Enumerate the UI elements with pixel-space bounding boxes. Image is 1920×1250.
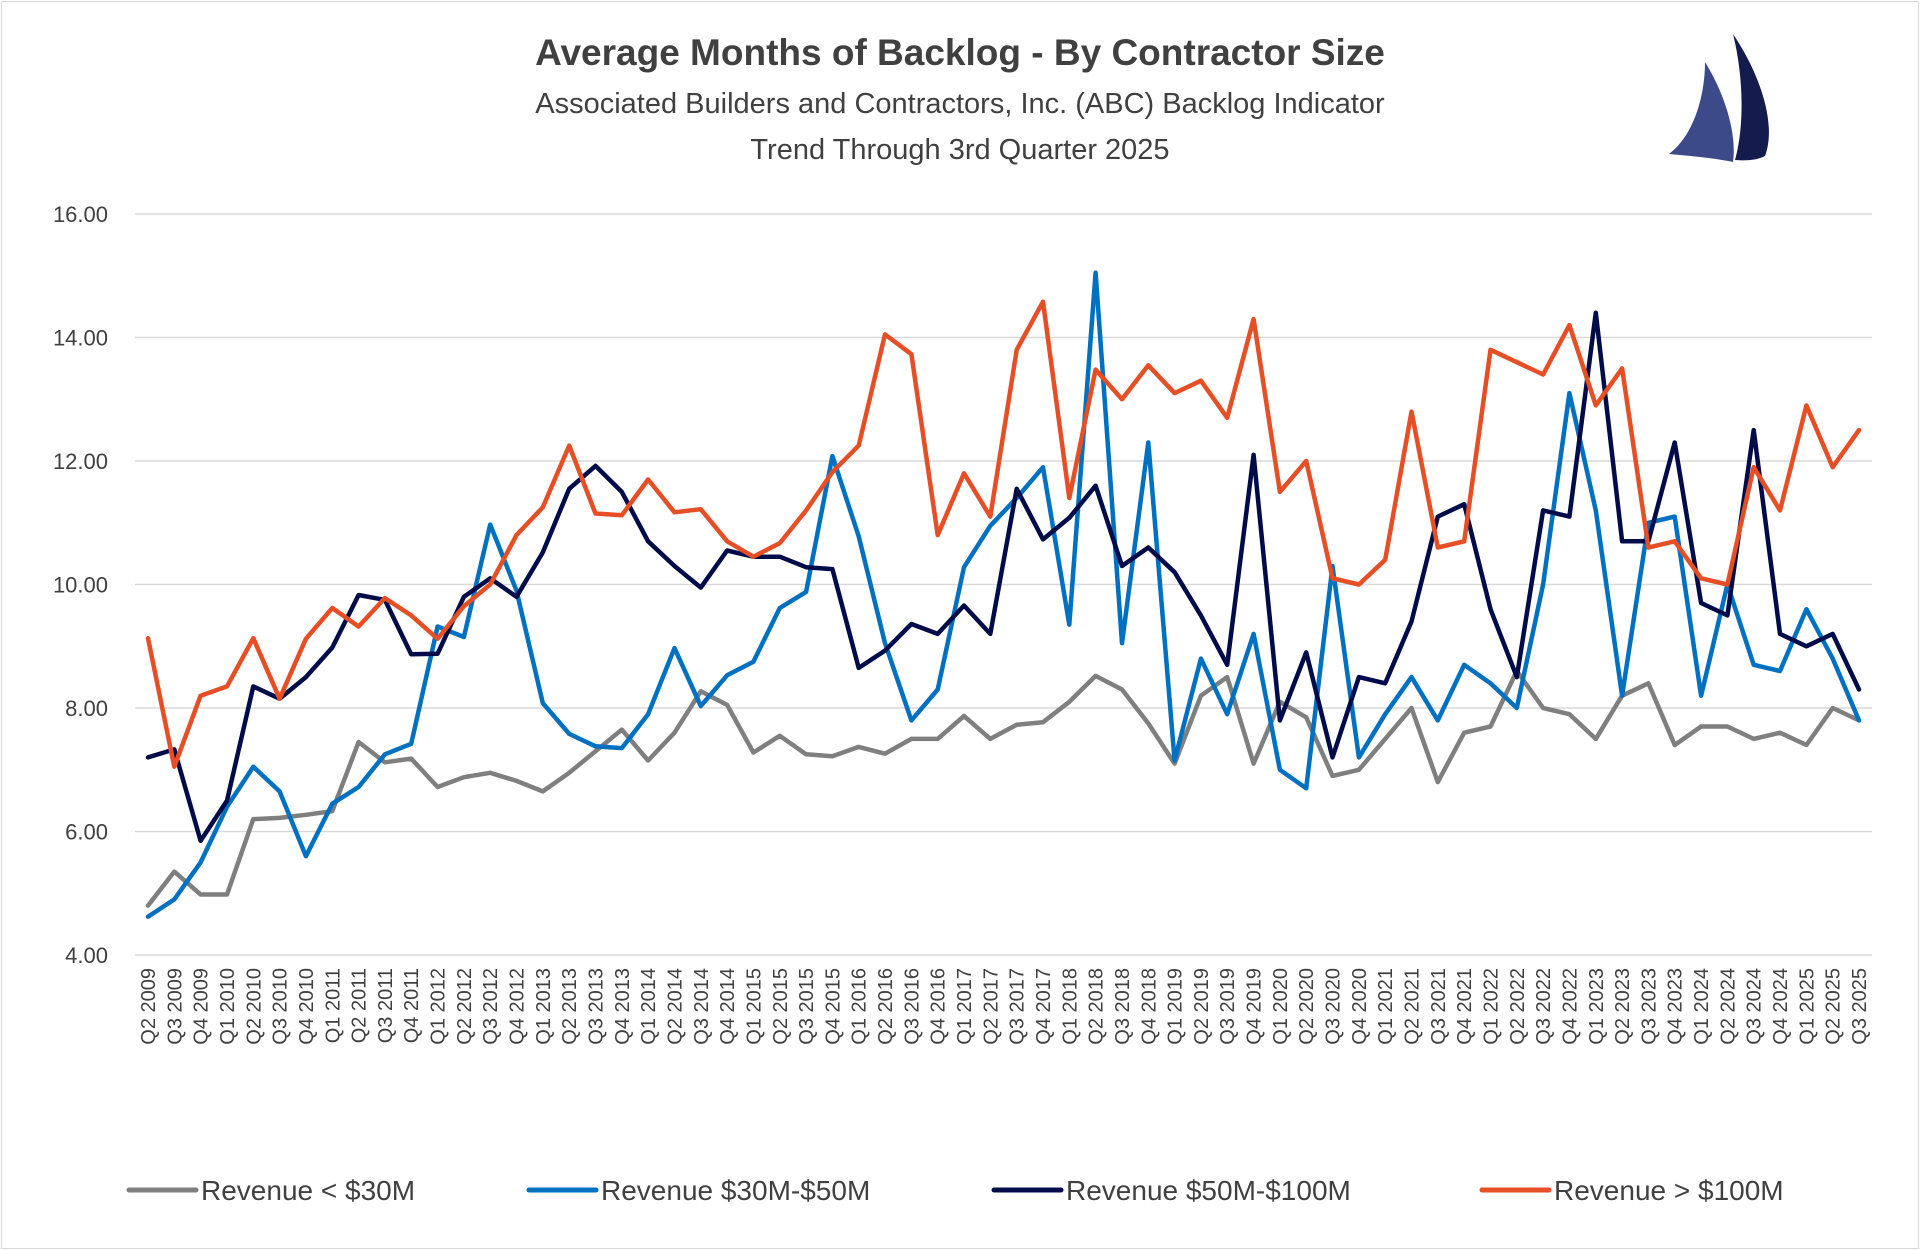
legend-label: Revenue < $30M xyxy=(201,1175,415,1206)
x-tick-label: Q3 2010 xyxy=(270,968,292,1045)
y-tick-label: 6.00 xyxy=(65,820,108,845)
x-tick-label: Q2 2017 xyxy=(980,968,1002,1045)
x-tick-label: Q1 2019 xyxy=(1165,968,1187,1045)
chart-subtitle-2: Trend Through 3rd Quarter 2025 xyxy=(750,134,1170,166)
x-tick-label: Q3 2012 xyxy=(480,968,502,1045)
x-tick-label: Q3 2016 xyxy=(901,968,923,1045)
y-tick-label: 4.00 xyxy=(65,943,108,968)
x-tick-label: Q2 2023 xyxy=(1612,968,1634,1045)
x-tick-label: Q2 2024 xyxy=(1717,968,1739,1045)
chart-subtitle-1: Associated Builders and Contractors, Inc… xyxy=(535,88,1385,120)
x-tick-label: Q4 2011 xyxy=(401,968,423,1043)
x-tick-label: Q2 2011 xyxy=(349,968,371,1043)
x-tick-label: Q3 2020 xyxy=(1323,968,1345,1045)
series-line-0 xyxy=(145,668,1862,908)
y-tick-label: 10.00 xyxy=(53,573,108,598)
x-tick-label: Q4 2022 xyxy=(1559,968,1581,1045)
x-tick-label: Q4 2014 xyxy=(717,968,739,1045)
x-tick-label: Q4 2013 xyxy=(612,968,634,1045)
x-tick-label: Q1 2022 xyxy=(1480,968,1502,1045)
x-tick-label: Q1 2011 xyxy=(322,968,344,1043)
x-tick-label: Q1 2016 xyxy=(849,968,871,1045)
x-tick-label: Q4 2019 xyxy=(1244,968,1266,1045)
x-tick-label: Q1 2014 xyxy=(638,968,660,1045)
x-tick-label: Q1 2015 xyxy=(743,968,765,1045)
x-tick-label: Q4 2023 xyxy=(1665,968,1687,1045)
x-tick-label: Q3 2009 xyxy=(164,968,186,1045)
x-tick-label: Q1 2010 xyxy=(217,968,239,1045)
x-tick-label: Q2 2015 xyxy=(770,968,792,1045)
y-tick-label: 8.00 xyxy=(65,696,108,721)
x-tick-label: Q3 2015 xyxy=(796,968,818,1045)
y-tick-label: 14.00 xyxy=(53,326,108,351)
x-tick-label: Q3 2023 xyxy=(1638,968,1660,1045)
x-tick-label: Q3 2014 xyxy=(691,968,713,1045)
x-tick-label: Q2 2009 xyxy=(138,968,160,1045)
x-tick-label: Q4 2017 xyxy=(1033,968,1055,1045)
x-tick-label: Q3 2022 xyxy=(1533,968,1555,1045)
x-tick-label: Q4 2009 xyxy=(191,968,213,1045)
x-tick-label: Q1 2025 xyxy=(1796,968,1818,1045)
x-tick-label: Q3 2017 xyxy=(1007,968,1029,1045)
x-tick-label: Q1 2021 xyxy=(1375,968,1397,1045)
x-tick-label: Q2 2020 xyxy=(1296,968,1318,1045)
x-tick-label: Q1 2013 xyxy=(533,968,555,1045)
chart-title: Average Months of Backlog - By Contracto… xyxy=(535,32,1385,73)
x-tick-label: Q3 2021 xyxy=(1428,968,1450,1045)
x-tick-label: Q3 2018 xyxy=(1112,968,1134,1045)
x-tick-label: Q2 2019 xyxy=(1191,968,1213,1045)
x-tick-label: Q1 2024 xyxy=(1691,968,1713,1045)
x-tick-label: Q4 2016 xyxy=(928,968,950,1045)
x-tick-label: Q4 2021 xyxy=(1454,968,1476,1045)
x-tick-label: Q2 2016 xyxy=(875,968,897,1045)
x-tick-label: Q2 2021 xyxy=(1402,968,1424,1045)
x-tick-label: Q1 2012 xyxy=(428,968,450,1045)
sailboat-logo-icon xyxy=(1669,34,1769,162)
x-tick-label: Q1 2023 xyxy=(1586,968,1608,1045)
x-tick-label: Q2 2010 xyxy=(243,968,265,1045)
x-tick-label: Q4 2015 xyxy=(822,968,844,1045)
y-tick-label: 16.00 xyxy=(53,202,108,227)
y-tick-label: 12.00 xyxy=(53,449,108,474)
x-tick-label: Q2 2018 xyxy=(1086,968,1108,1045)
x-tick-label: Q3 2013 xyxy=(585,968,607,1045)
series-line-3 xyxy=(145,299,1862,769)
x-tick-label: Q3 2024 xyxy=(1744,968,1766,1045)
legend-label: Revenue > $100M xyxy=(1554,1175,1784,1206)
x-tick-label: Q4 2012 xyxy=(507,968,529,1045)
x-tick-label: Q1 2020 xyxy=(1270,968,1292,1045)
x-tick-label: Q2 2012 xyxy=(454,968,476,1045)
x-tick-label: Q2 2014 xyxy=(664,968,686,1045)
x-tick-label: Q4 2024 xyxy=(1770,968,1792,1045)
legend-label: Revenue $30M-$50M xyxy=(601,1175,870,1206)
x-tick-label: Q4 2010 xyxy=(296,968,318,1045)
x-tick-label: Q4 2018 xyxy=(1138,968,1160,1045)
x-tick-label: Q1 2017 xyxy=(954,968,976,1045)
x-tick-label: Q2 2022 xyxy=(1507,968,1529,1045)
series-line-1 xyxy=(145,270,1862,919)
x-tick-label: Q2 2025 xyxy=(1823,968,1845,1045)
x-tick-label: Q2 2013 xyxy=(559,968,581,1045)
x-tick-label: Q3 2011 xyxy=(375,968,397,1043)
series-line-2 xyxy=(145,310,1862,844)
x-tick-label: Q3 2025 xyxy=(1849,968,1871,1045)
x-tick-label: Q1 2018 xyxy=(1059,968,1081,1045)
legend-label: Revenue $50M-$100M xyxy=(1066,1175,1351,1206)
x-tick-label: Q3 2019 xyxy=(1217,968,1239,1045)
x-tick-label: Q4 2020 xyxy=(1349,968,1371,1045)
